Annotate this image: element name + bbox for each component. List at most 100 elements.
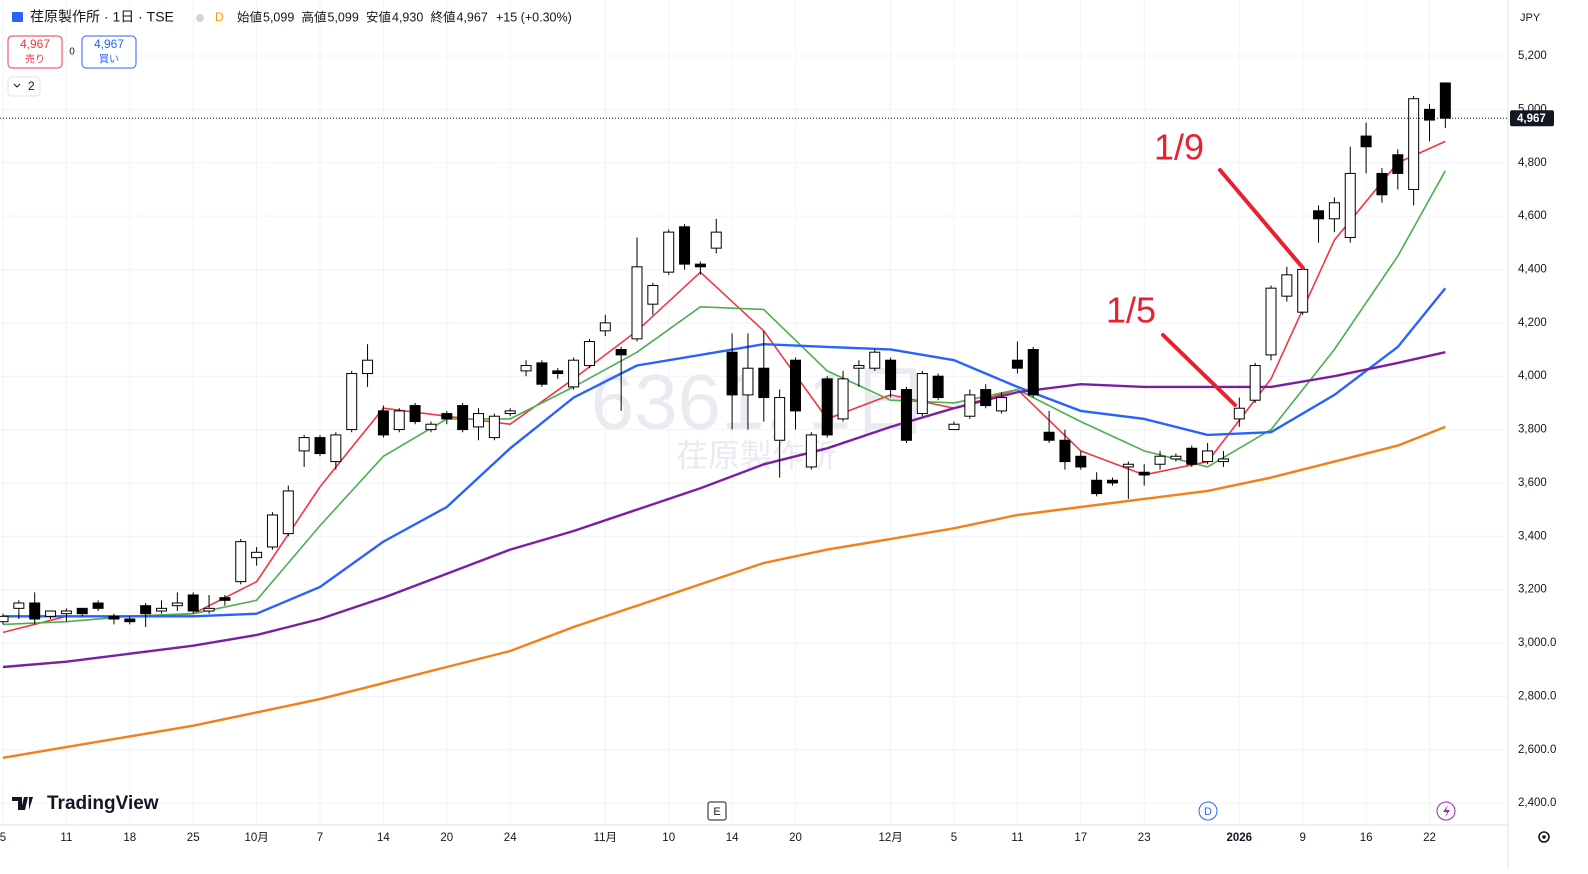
candle-body: [583, 341, 595, 367]
ohlc-value: 4,930: [392, 10, 423, 24]
y-tick-label: 4,200: [1518, 317, 1547, 329]
y-tick-label: 2,600.0: [1518, 744, 1556, 756]
candle-body: [1328, 202, 1340, 220]
candle-body: [393, 410, 405, 431]
candle-body: [235, 541, 247, 583]
candle-body: [663, 231, 675, 273]
x-tick-label: 20: [440, 832, 453, 844]
x-tick-label: 11: [1011, 832, 1023, 844]
x-tick-label: 14: [377, 832, 390, 844]
event-earnings-label: E: [713, 806, 720, 818]
event-earnings[interactable]: [707, 801, 727, 821]
candle-body: [60, 610, 72, 615]
candle-body: [742, 367, 754, 396]
y-tick-label: 3,400: [1518, 530, 1547, 542]
settings-button[interactable]: [1538, 831, 1550, 843]
candle-body: [314, 437, 326, 455]
ohlc-value: 4,967: [457, 10, 488, 24]
candle-body: [76, 607, 88, 615]
x-tick-label: 18: [123, 832, 136, 844]
grid: [0, 0, 1508, 825]
annotation-arrow: [1161, 333, 1237, 407]
chevron: [13, 83, 21, 88]
candle-body: [282, 490, 294, 535]
candle-body: [900, 389, 912, 441]
candle-body: [520, 365, 532, 372]
symbol-title[interactable]: 荏原製作所 · 1日 · TSE: [30, 9, 174, 25]
sell-price: 4,967: [20, 37, 50, 51]
x-tick-label: 11: [60, 832, 72, 844]
candle-body: [726, 351, 738, 396]
candle-body: [869, 351, 881, 369]
sell-label: 売り: [25, 53, 45, 66]
last-price-label: 4,967: [1517, 113, 1546, 125]
x-tick-label: 14: [726, 832, 739, 844]
candle-body: [679, 226, 691, 265]
candle-body: [821, 378, 833, 436]
candle-body: [1344, 172, 1356, 238]
candle-body: [932, 375, 944, 399]
candle-body: [1281, 274, 1293, 297]
x-tick-label: 22: [1423, 832, 1436, 844]
buy-button[interactable]: [81, 35, 137, 69]
candle-body: [1091, 479, 1103, 495]
candle-body: [790, 359, 801, 412]
candle-body: [457, 405, 469, 431]
event-dividend[interactable]: [1198, 801, 1218, 821]
axes: 5,2005,0004,8004,6004,4004,2004,0003,800…: [0, 50, 1556, 844]
candle-body: [298, 437, 310, 452]
candle-body: [885, 359, 897, 391]
candle-body: [1376, 172, 1388, 196]
candle-body: [29, 602, 41, 620]
candle-body: [536, 362, 548, 385]
candle-body: [916, 373, 928, 415]
x-tick-label: 20: [789, 832, 802, 844]
candle-body: [1392, 154, 1404, 174]
candle-body: [425, 423, 437, 431]
annotation: 1/9: [1154, 127, 1204, 168]
ohlc-legend: 始値 5,099 高値 5,099 安値 4,930 終値 4,967: [237, 9, 488, 24]
candle-body: [1202, 450, 1214, 463]
candle-body: [1186, 447, 1198, 465]
candle-body: [346, 373, 358, 431]
candle-body: [1027, 349, 1039, 396]
candle-body: [837, 378, 849, 420]
candle-body: [1249, 365, 1261, 401]
candle-body: [694, 263, 706, 268]
x-tick-label: 5: [0, 832, 6, 844]
candle-body: [13, 602, 25, 609]
candle-body: [504, 410, 516, 415]
y-tick-label: 5,200: [1518, 50, 1547, 62]
candle-body: [1297, 268, 1309, 313]
x-tick-label: 24: [504, 832, 517, 844]
y-tick-label: 3,600: [1518, 477, 1547, 489]
x-tick-label: 16: [1360, 832, 1373, 844]
candle-body: [187, 594, 199, 612]
y-tick-label: 2,400.0: [1518, 797, 1556, 809]
candle-body: [1075, 455, 1087, 468]
spread: 0: [69, 47, 75, 58]
candle-body: [330, 434, 342, 463]
ohlc-label: 始値: [237, 9, 262, 24]
candle-body: [45, 610, 57, 617]
event-dividend-label: D: [1204, 806, 1212, 818]
candle-body: [203, 607, 215, 612]
moving-average-line: [2, 140, 1446, 634]
currency[interactable]: JPY: [1520, 12, 1541, 24]
y-tick-label: 4,800: [1518, 157, 1547, 169]
candle-body: [710, 231, 722, 249]
candle-body: [124, 618, 136, 623]
indicator-toggle[interactable]: [7, 76, 41, 97]
event-other-icon: [1443, 805, 1450, 817]
x-tick-label: 10月: [244, 832, 268, 844]
candle-body: [1439, 82, 1451, 119]
x-tick-label: 9: [1299, 832, 1305, 844]
sell-button[interactable]: [7, 35, 63, 69]
y-tick-label: 2,800.0: [1518, 690, 1556, 702]
ohlc-label: 高値: [302, 9, 327, 24]
candle-body: [0, 615, 9, 623]
candle-body: [853, 365, 865, 369]
candle-body: [568, 359, 580, 388]
candle-body: [1043, 431, 1055, 441]
